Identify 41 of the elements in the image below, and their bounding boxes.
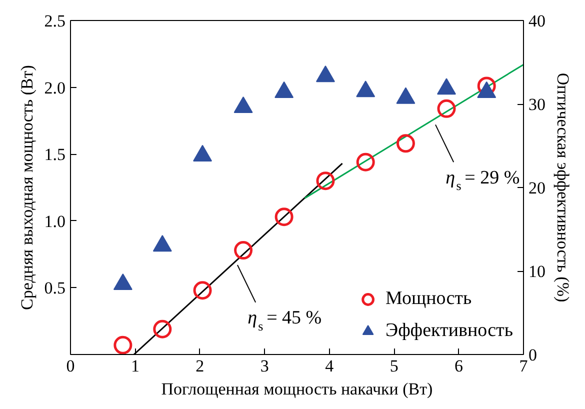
point — [193, 281, 212, 300]
y-tick-label: 1.5 — [44, 145, 66, 164]
point — [356, 80, 376, 98]
x-tick-label: 5 — [390, 356, 398, 376]
y-tick-label: 2.0 — [44, 78, 66, 98]
point — [113, 273, 132, 290]
point — [356, 152, 375, 172]
y2-tick-label: 20 — [528, 178, 546, 198]
y2-tick-label: 40 — [528, 12, 546, 30]
point — [234, 241, 253, 260]
y-axis-title: Средняя выходная мощность (Вт) — [17, 65, 36, 310]
point — [152, 235, 172, 252]
point — [396, 87, 416, 104]
x-tick-label: 3 — [260, 356, 269, 376]
point — [396, 134, 415, 153]
x-tick-label: 2 — [196, 356, 204, 376]
x-tick-label: 7 — [519, 356, 528, 376]
point — [153, 320, 172, 338]
legend-label: Эффективность — [386, 320, 513, 342]
point — [477, 81, 496, 98]
y-tick-label: 0.5 — [44, 278, 66, 298]
y2-tick-label: 30 — [528, 95, 546, 114]
x-tick-label: 0 — [66, 356, 75, 376]
y-tick-label: 2.5 — [44, 12, 66, 30]
y2-tick-label: 10 — [528, 262, 546, 281]
x-axis-title: Поглощенная мощность накачки (Вт) — [161, 380, 433, 398]
x-tick-label: 4 — [325, 356, 334, 376]
point — [436, 78, 456, 95]
x-tick-label: 1 — [130, 356, 140, 376]
y-tick-label: 1.0 — [44, 212, 66, 231]
point — [193, 144, 212, 162]
point — [316, 172, 335, 190]
point — [234, 96, 253, 114]
point — [437, 99, 456, 118]
legend-label: Мощность — [386, 288, 472, 310]
point — [274, 81, 294, 98]
y2-axis-title: Оптическая эффективность (%) — [554, 72, 572, 302]
point — [114, 336, 132, 354]
point — [316, 66, 335, 82]
point — [274, 208, 294, 226]
x-tick-label: 6 — [454, 356, 464, 376]
